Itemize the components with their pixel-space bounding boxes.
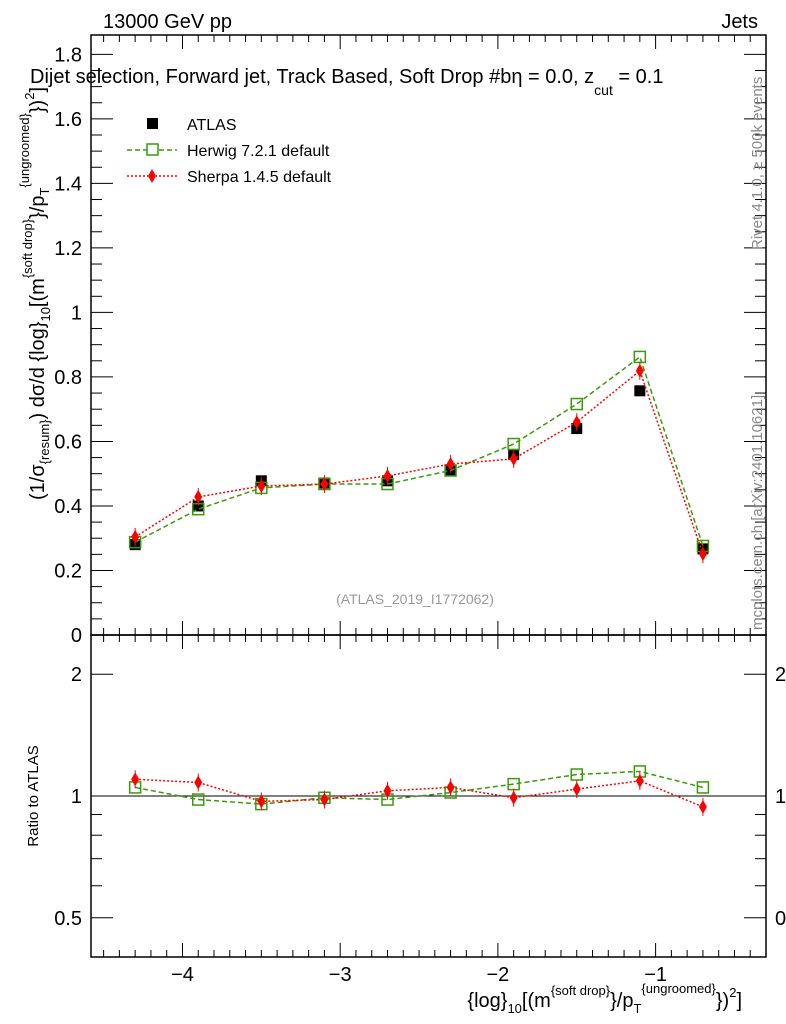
plot-title-main: Dijet selection, Forward jet, Track Base…: [30, 66, 511, 88]
watermark: (ATLAS_2019_I1772062): [336, 591, 494, 607]
x-tick-label: −2: [486, 964, 509, 986]
y-axis-label-ratio: Ratio to ATLAS: [25, 745, 42, 846]
ratio-y-tick-label: 0.5: [54, 908, 82, 930]
ratio-sherpa-point: [635, 773, 644, 788]
y-axis-label-main: (1/σ{resum}) dσ/d {log}10[(m{soft drop}}…: [17, 87, 53, 500]
legend-marker-atlas: [147, 118, 158, 129]
ratio-y-tick-label: 2: [71, 664, 82, 686]
header-process: 13000 GeV pp: [103, 11, 232, 33]
legend: ATLAS Herwig 7.2.1 default Sherpa 1.4.5 …: [127, 117, 332, 186]
ratio-herwig-line: [135, 770, 704, 805]
x-axis-label: {log}10[(m{soft drop}}/pT{ungroomed}})2]: [467, 981, 742, 1016]
mcplots-reference-text: mcplots.cern.ch [arXiv:2401.10621]: [749, 395, 766, 630]
ratio-y-tick-label-right: 1: [775, 786, 786, 808]
y-tick-label: 0.4: [54, 496, 82, 518]
main-sherpa-point: [194, 489, 203, 504]
y-tick-label: 0.2: [54, 560, 82, 582]
ratio-sherpa-point: [572, 782, 581, 797]
y-tick-label: 0.6: [54, 431, 82, 453]
ratio-sherpa-point: [446, 780, 455, 795]
y-tick-label: 1.4: [54, 173, 82, 195]
ratio-sherpa-point: [383, 783, 392, 798]
y-tick-label: 1.8: [54, 44, 82, 66]
rivet-version-text: Rivet 4.1.0, ≥ 500k events: [749, 77, 766, 250]
ratio-y-tick-label-right: 0.5: [775, 908, 786, 930]
main-sherpa-point: [320, 477, 329, 492]
legend-label-sherpa: Sherpa 1.4.5 default: [187, 169, 332, 186]
plot-title-sub: cut: [594, 82, 613, 98]
main-herwig-point: [570, 397, 583, 411]
main-sherpa-point: [257, 478, 266, 493]
legend-marker-herwig: [146, 143, 159, 156]
main-sherpa-point: [509, 451, 518, 466]
ratio-y-tick-label-right: 2: [775, 664, 786, 686]
ratio-herwig-point: [570, 768, 583, 781]
main-sherpa-point: [698, 547, 707, 562]
ratio-sherpa-point: [194, 775, 203, 790]
ratio-sherpa-point: [509, 790, 518, 805]
y-tick-label: 1.6: [54, 109, 82, 131]
y-tick-label: 1: [71, 302, 82, 324]
plot-title-end: = 0.1: [613, 66, 664, 88]
ratio-sherpa-point: [698, 799, 707, 814]
ratio-sherpa-line: [135, 778, 704, 808]
main-herwig-point: [507, 437, 520, 451]
main-sherpa-point: [446, 457, 455, 472]
ratio-sherpa-point: [320, 792, 329, 807]
ratio-sherpa-point: [257, 794, 266, 809]
axes: −4 −3 −2 −1 0 0.2 0.4 0.6 0.8 1 1.2 1.4 1.6 1.8 0.5 0.5…: [54, 34, 786, 986]
main-atlas-point: [192, 500, 204, 512]
y-tick-label: 0.8: [54, 367, 82, 389]
main-sherpa-point: [383, 468, 392, 483]
main-sherpa-point: [572, 415, 581, 430]
main-sherpa-line: [134, 369, 704, 555]
legend-label-herwig: Herwig 7.2.1 default: [187, 143, 330, 160]
ratio-herwig-point: [696, 781, 710, 794]
main-herwig-point: [633, 350, 647, 364]
main-herwig-line: [134, 355, 704, 547]
x-tick-label: −3: [329, 964, 352, 986]
data-marks: [128, 350, 710, 816]
plot-title: Dijet selection, Forward jet, Track Base…: [30, 66, 663, 98]
header-jets: Jets: [721, 11, 758, 33]
legend-marker-sherpa: [148, 169, 156, 183]
legend-label-atlas: ATLAS: [187, 117, 237, 134]
main-atlas-point: [634, 385, 646, 397]
x-tick-label: −4: [171, 964, 194, 986]
main-sherpa-point: [131, 529, 140, 544]
x-tick-label: −1: [644, 964, 667, 986]
y-tick-label: 1.2: [54, 238, 82, 260]
ratio-herwig-point: [191, 793, 205, 806]
ratio-sherpa-point: [131, 772, 140, 787]
y-tick-label: 0: [71, 625, 82, 647]
plot-title-eta: η = 0.0, z: [511, 66, 594, 88]
main-sherpa-point: [635, 363, 644, 378]
ratio-y-tick-label: 1: [71, 786, 82, 808]
